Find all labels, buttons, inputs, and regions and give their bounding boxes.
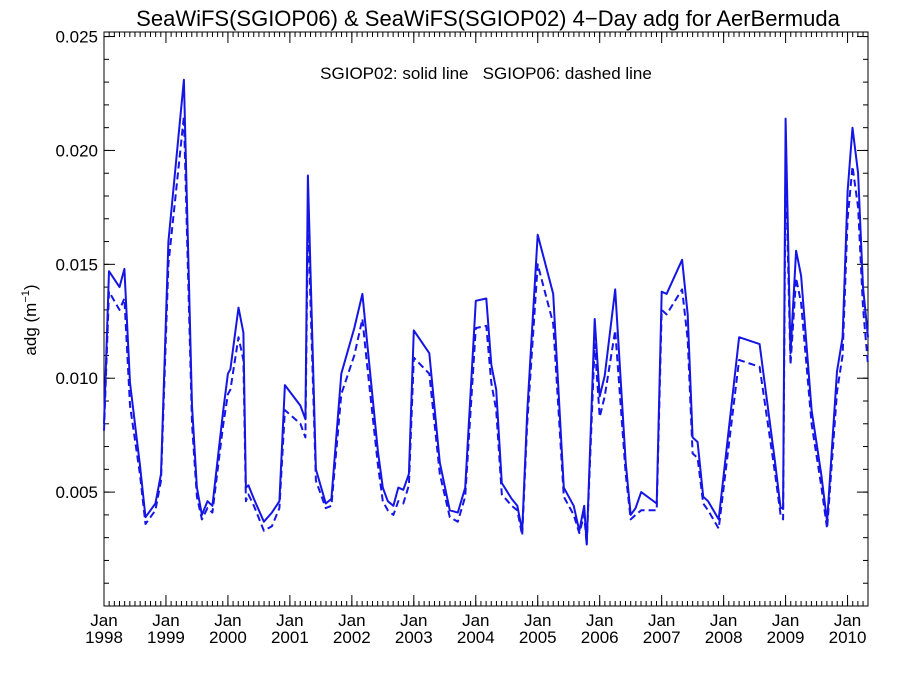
x-tick-label-year: 2010 <box>829 628 867 647</box>
x-tick-label-month: Jan <box>586 611 613 630</box>
y-tick-label: 0.020 <box>55 141 98 160</box>
y-tick-label: 0.010 <box>55 369 98 388</box>
x-tick-label-month: Jan <box>276 611 303 630</box>
x-tick-label-month: Jan <box>214 611 241 630</box>
series-line-sgiop06 <box>103 115 869 546</box>
x-tick-label-year: 1998 <box>85 628 123 647</box>
x-tick-label-month: Jan <box>710 611 737 630</box>
y-axis-ticks: 0.005 0.010 0.015 0.020 0.025 <box>55 28 868 607</box>
x-tick-label-month: Jan <box>338 611 365 630</box>
x-tick-label-year: 1999 <box>147 628 185 647</box>
x-tick-label-year: 2003 <box>395 628 433 647</box>
x-tick-label-month: Jan <box>524 611 551 630</box>
series-line-sgiop02 <box>103 78 869 546</box>
y-axis-label-close: ) <box>21 284 40 290</box>
x-tick-label-year: 2001 <box>271 628 309 647</box>
x-tick-label-month: Jan <box>152 611 179 630</box>
y-tick-label: 0.005 <box>55 483 98 502</box>
series-lines <box>103 78 869 546</box>
x-tick-label-year: 2000 <box>209 628 247 647</box>
x-tick-label-year: 2008 <box>705 628 743 647</box>
x-tick-label-month: Jan <box>648 611 675 630</box>
x-tick-label-year: 2005 <box>519 628 557 647</box>
x-tick-label-month: Jan <box>400 611 427 630</box>
legend-annotation: SGIOP02: solid line SGIOP06: dashed line <box>320 64 652 83</box>
x-tick-label-month: Jan <box>90 611 117 630</box>
y-axis-label: adg (m−1) <box>20 284 40 355</box>
x-tick-label-year: 2002 <box>333 628 371 647</box>
y-axis-label-exponent: −1 <box>20 290 32 303</box>
x-tick-label-year: 2009 <box>767 628 805 647</box>
x-tick-label-month: Jan <box>834 611 861 630</box>
x-tick-label-year: 2006 <box>581 628 619 647</box>
plot-frame <box>103 31 869 607</box>
chart-title: SeaWiFS(SGIOP06) & SeaWiFS(SGIOP02) 4−Da… <box>136 6 840 31</box>
y-tick-label: 0.025 <box>55 28 98 47</box>
y-axis-label-text: adg (m <box>21 303 40 356</box>
x-tick-label-month: Jan <box>462 611 489 630</box>
x-axis-ticks: Jan1998Jan1999Jan2000Jan2001Jan2002Jan20… <box>85 32 866 647</box>
x-tick-label-year: 2007 <box>643 628 681 647</box>
y-tick-label: 0.015 <box>55 255 98 274</box>
x-tick-label-year: 2004 <box>457 628 495 647</box>
x-tick-label-month: Jan <box>772 611 799 630</box>
